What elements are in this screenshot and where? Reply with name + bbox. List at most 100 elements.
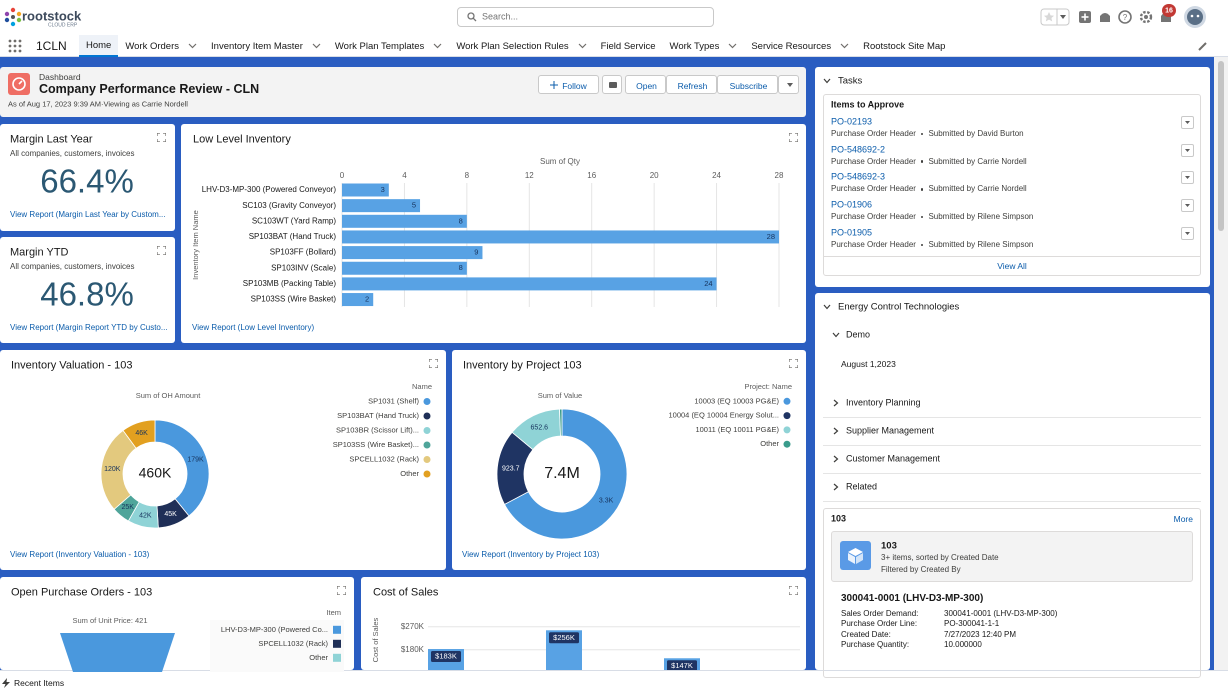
section-chevron[interactable] <box>832 455 840 463</box>
action-label[interactable]: Subscribe <box>729 80 768 91</box>
nav-tab[interactable]: Field Service <box>594 35 663 57</box>
section-label[interactable]: Supplier Management <box>846 425 935 436</box>
menu-caret[interactable] <box>1182 200 1193 211</box>
nav-tab-label[interactable]: Work Types <box>669 40 720 52</box>
related-title[interactable]: Energy Control Technologies <box>838 301 960 313</box>
action-button[interactable]: Follow <box>538 75 599 94</box>
nav-tab-label[interactable]: Service Resources <box>751 40 832 52</box>
expand-icon[interactable] <box>157 133 166 142</box>
expand-icon[interactable] <box>789 586 798 595</box>
nav-tab[interactable]: Work Plan Selection Rules <box>449 35 593 57</box>
scrollbar[interactable] <box>1214 57 1228 670</box>
menu-caret[interactable] <box>1182 145 1193 156</box>
action-button[interactable] <box>778 75 799 94</box>
view-report-link[interactable]: View Report (Margin Last Year by Custom.… <box>10 210 166 219</box>
expand-icon[interactable] <box>789 359 798 368</box>
tab-menu-chevron[interactable] <box>188 43 197 49</box>
tasks-title[interactable]: Tasks <box>838 75 863 87</box>
expand-icon[interactable] <box>429 359 438 368</box>
nav-tab[interactable]: Rootstock Site Map <box>856 35 952 57</box>
expand-icon[interactable] <box>157 246 166 255</box>
plus-icon[interactable] <box>550 81 558 89</box>
list-title[interactable]: 103 <box>881 540 897 552</box>
collapse-chevron[interactable] <box>823 303 831 311</box>
task-menu-button[interactable] <box>1181 143 1194 157</box>
section-chevron[interactable] <box>832 331 840 339</box>
search-icon <box>467 12 477 22</box>
nav-tab-label[interactable]: Inventory Item Master <box>211 40 303 52</box>
tab-menu-chevron[interactable] <box>312 43 321 49</box>
nav-tab[interactable]: Work Types <box>663 35 745 57</box>
task-submitter: Submitted by Carrie Nordell <box>928 156 1027 166</box>
dashboard-subtitle: As of Aug 17, 2023 9:39 AM·Viewing as Ca… <box>8 99 188 109</box>
tab-menu-chevron[interactable] <box>578 43 587 49</box>
section-divider <box>823 445 1201 446</box>
task-menu-button[interactable] <box>1181 116 1194 129</box>
tab-menu-chevron[interactable] <box>840 43 849 49</box>
nav-tab[interactable]: Work Orders <box>118 35 204 57</box>
nav-tab-label[interactable]: Home <box>86 39 112 51</box>
task-link[interactable]: PO-548692-3 <box>831 171 886 182</box>
section-label[interactable]: Inventory Planning <box>846 397 921 408</box>
nav-tab-label[interactable]: Work Plan Templates <box>334 40 425 52</box>
search-box[interactable] <box>457 7 714 27</box>
action-button[interactable]: Open <box>625 75 666 94</box>
task-menu-button[interactable] <box>1181 199 1194 213</box>
action-button[interactable]: Subscribe <box>717 75 778 94</box>
task-link[interactable]: PO-548692-2 <box>831 144 886 155</box>
nav-tab-label[interactable]: Work Orders <box>125 40 180 52</box>
nav-tab[interactable]: Work Plan Templates <box>328 35 449 57</box>
chart-title: Cost of Sales <box>373 586 439 599</box>
view-all-link[interactable]: View All <box>997 260 1027 271</box>
nav-tab-label[interactable]: Field Service <box>600 40 656 52</box>
task-link[interactable]: PO-01905 <box>831 227 873 238</box>
expand-icon[interactable] <box>337 586 346 595</box>
edit-nav-icon[interactable] <box>1198 41 1208 51</box>
chart-panel <box>452 350 806 570</box>
more-link[interactable]: More <box>1173 513 1193 524</box>
task-menu-button[interactable] <box>1181 171 1194 185</box>
action-label[interactable]: Refresh <box>677 80 708 91</box>
notification-badge[interactable] <box>1162 4 1176 17</box>
menu-caret[interactable] <box>1182 228 1193 239</box>
field-label: Purchase Order Line: <box>841 619 918 629</box>
record-title[interactable]: 300041-0001 (LHV-D3-MP-300) <box>841 593 984 604</box>
section-chevron[interactable] <box>832 399 840 407</box>
recent-items[interactable]: Recent Items <box>14 677 65 688</box>
task-menu-button[interactable] <box>1181 226 1194 240</box>
header-icons[interactable]: ? <box>1040 3 1220 33</box>
section-label[interactable]: Demo <box>846 329 871 340</box>
nav-tab-label[interactable]: Work Plan Selection Rules <box>456 40 569 52</box>
view-report-link[interactable]: View Report (Inventory by Project 103) <box>462 550 600 559</box>
tab-menu-chevron[interactable] <box>433 43 442 49</box>
nav-tab[interactable]: Service Resources <box>744 35 856 57</box>
scroll-thumb[interactable] <box>1218 61 1224 231</box>
section-label[interactable]: Customer Management <box>846 453 941 464</box>
expand-icon[interactable] <box>789 133 798 142</box>
nav-tab-label[interactable]: Rootstock Site Map <box>863 40 946 52</box>
task-link[interactable]: PO-01906 <box>831 199 873 210</box>
section-label[interactable]: Related <box>846 481 878 492</box>
action-label[interactable]: Follow <box>562 80 587 91</box>
nav-tab[interactable]: Home <box>79 35 119 57</box>
section-chevron[interactable] <box>832 483 840 491</box>
more-actions-icon[interactable] <box>785 81 795 89</box>
task-meta: Purchase Order Header Submitted by David … <box>831 130 1024 138</box>
nav-tab[interactable]: Inventory Item Master <box>204 35 328 57</box>
menu-caret[interactable] <box>1182 172 1193 183</box>
view-report-link[interactable]: View Report (Low Level Inventory) <box>192 323 315 332</box>
field-value: 7/27/2023 12:40 PM <box>944 629 1017 639</box>
menu-caret[interactable] <box>1182 117 1193 128</box>
action-label[interactable]: Open <box>636 80 657 91</box>
action-button[interactable]: Refresh <box>666 75 717 94</box>
section-chevron[interactable] <box>832 427 840 435</box>
app-launcher[interactable] <box>8 39 22 53</box>
view-report-link[interactable]: View Report (Margin Report YTD by Custo.… <box>10 323 168 332</box>
action-button[interactable] <box>602 75 622 94</box>
collapse-chevron[interactable] <box>823 77 831 85</box>
view-report-link[interactable]: View Report (Inventory Valuation - 103) <box>10 550 150 559</box>
tab-menu-chevron[interactable] <box>728 43 737 49</box>
share-icon[interactable] <box>608 81 618 89</box>
search-placeholder[interactable]: Search... <box>482 11 519 22</box>
task-link[interactable]: PO-02193 <box>831 116 873 127</box>
